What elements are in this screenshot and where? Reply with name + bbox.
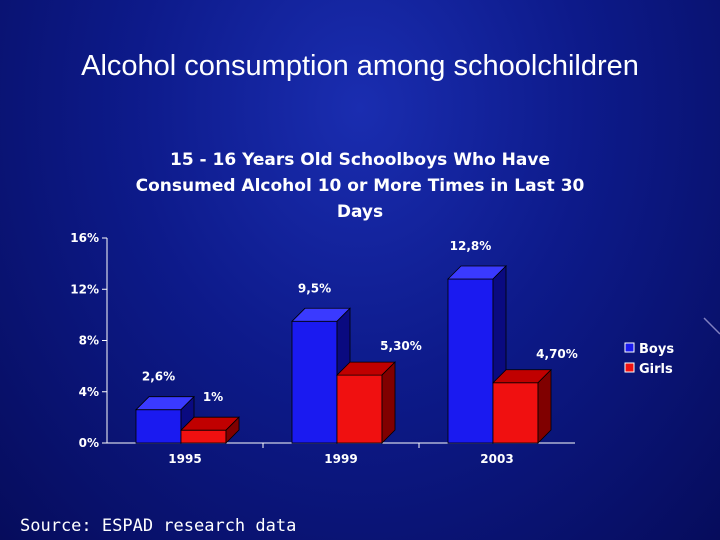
legend-label-girls: Girls (639, 362, 673, 377)
chart-title-line-3: Days (336, 202, 384, 222)
y-tick-label: 8% (79, 334, 99, 348)
x-tick-label: 1999 (324, 452, 357, 466)
y-tick-label: 0% (79, 436, 99, 450)
data-label-boys-2003: 12,8% (450, 239, 492, 253)
data-label-girls-1999: 5,30% (380, 339, 422, 353)
chart-title-line-1: 15 - 16 Years Old Schoolboys Who Have (169, 150, 550, 170)
chart-bars (135, 265, 552, 444)
legend-swatch-girls (624, 362, 635, 373)
data-label-boys-1999: 9,5% (298, 281, 331, 295)
y-tick-label: 12% (70, 282, 99, 296)
chart-legend: Boys Girls (624, 342, 674, 377)
legend-swatch-boys (624, 342, 635, 353)
x-tick-label: 1995 (168, 452, 201, 466)
y-tick-label: 4% (79, 385, 99, 399)
data-label-girls-1995: 1% (203, 390, 223, 404)
bar-girls-1999 (336, 374, 383, 444)
bar-girls-2003 (492, 382, 539, 444)
chart-title-line-2: Consumed Alcohol 10 or More Times in Las… (135, 176, 585, 196)
y-tick-label: 16% (70, 231, 99, 245)
bar-side-girls-1995 (225, 416, 240, 444)
legend-label-boys: Boys (639, 342, 674, 357)
source-note: Source: ESPAD research data (20, 516, 297, 536)
data-label-boys-1995: 2,6% (142, 370, 175, 384)
bar-boys-2003 (447, 278, 494, 444)
data-label-girls-2003: 4,70% (536, 347, 578, 361)
slide-title: Alcohol consumption among schoolchildren (81, 50, 639, 82)
chart-axes: 0% 4% 8% 12% 16% 1995 1999 2003 (70, 231, 575, 466)
bar-girls-1995 (180, 429, 227, 444)
x-tick-label: 2003 (480, 452, 513, 466)
chart-title: 15 - 16 Years Old Schoolboys Who Have Co… (110, 147, 610, 225)
bar-boys-1999 (291, 320, 338, 444)
chart-data-labels: 2,6% 1% 9,5% 5,30% 12,8% 4,70% (142, 239, 578, 404)
decorative-line (703, 317, 720, 335)
bar-boys-1995 (135, 409, 182, 444)
bar-side-girls-2003 (537, 368, 552, 444)
bar-side-girls-1999 (381, 361, 396, 444)
